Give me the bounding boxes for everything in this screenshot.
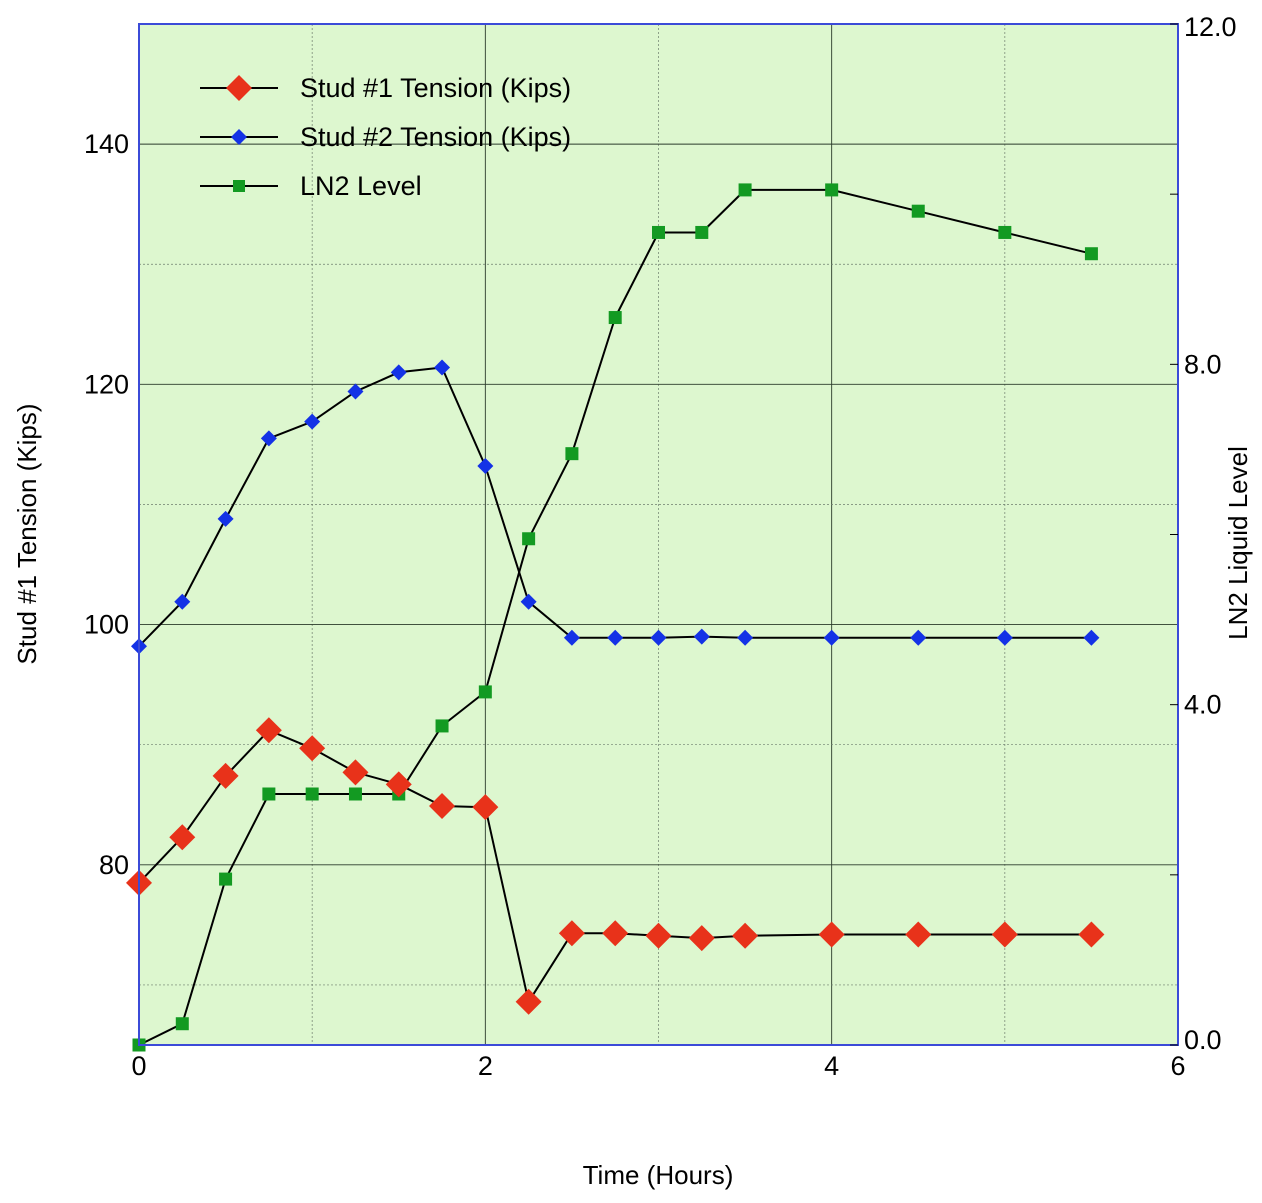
data-point-stud1 — [1078, 921, 1105, 948]
y-tick-label: 140 — [84, 129, 129, 159]
x-tick-label: 0 — [131, 1051, 146, 1081]
data-point-stud2 — [607, 629, 624, 646]
y-tick-label: 100 — [84, 610, 129, 640]
legend-label-stud1: Stud #1 Tension (Kips) — [300, 73, 571, 103]
legend: Stud #1 Tension (Kips) Stud #2 Tension (… — [200, 73, 571, 201]
data-point-ln2 — [219, 872, 233, 886]
data-point-stud1 — [342, 759, 369, 786]
data-point-ln2 — [825, 183, 839, 197]
data-point-stud1 — [212, 762, 239, 789]
data-point-stud2 — [304, 413, 321, 430]
data-point-stud1 — [645, 922, 672, 949]
data-point-stud2 — [174, 593, 191, 610]
data-point-stud2 — [823, 629, 840, 646]
data-point-ln2 — [565, 447, 579, 461]
legend-marker-stud2 — [231, 129, 247, 145]
data-point-stud2 — [477, 458, 494, 475]
data-point-ln2 — [695, 225, 709, 239]
data-point-stud2 — [693, 628, 710, 645]
y-tick-label: 80 — [99, 850, 129, 880]
data-point-ln2 — [998, 225, 1012, 239]
x-tick-label: 2 — [478, 1051, 493, 1081]
data-point-stud2 — [260, 430, 277, 447]
legend-marker-stud1 — [226, 75, 252, 101]
data-point-stud1 — [688, 925, 715, 952]
y-axis-title: Stud #1 Tension (Kips) — [12, 403, 42, 664]
data-point-stud1 — [905, 921, 932, 948]
data-point-stud1 — [255, 717, 282, 744]
y2-tick-label: 0.0 — [1184, 1025, 1222, 1055]
y-tick-label: 120 — [84, 369, 129, 399]
data-point-stud1 — [515, 988, 542, 1015]
data-point-stud1 — [299, 735, 326, 762]
data-point-ln2 — [911, 204, 925, 218]
data-point-ln2 — [435, 719, 449, 733]
x-tick-label: 4 — [824, 1051, 839, 1081]
data-point-ln2 — [522, 532, 536, 546]
data-point-stud1 — [385, 771, 412, 798]
legend-label-stud2: Stud #2 Tension (Kips) — [300, 122, 571, 152]
data-point-stud2 — [390, 364, 407, 381]
legend-marker-ln2 — [233, 180, 245, 192]
data-point-ln2 — [175, 1017, 189, 1031]
y2-tick-label: 12.0 — [1184, 12, 1237, 42]
x-axis-title: Time (Hours) — [583, 1160, 734, 1190]
data-point-ln2 — [1084, 247, 1098, 261]
series-layer — [126, 183, 1105, 1052]
data-point-stud1 — [169, 824, 196, 851]
legend-label-ln2: LN2 Level — [300, 171, 422, 201]
data-point-stud2 — [217, 510, 234, 527]
ticks: 0 2 4 6 80 100 120 140 0.0 4.0 8.0 12.0 — [84, 12, 1237, 1081]
data-point-stud1 — [558, 920, 585, 947]
data-point-ln2 — [348, 787, 362, 801]
data-point-stud1 — [602, 920, 629, 947]
data-point-stud2 — [520, 593, 537, 610]
data-point-ln2 — [652, 225, 665, 239]
y2-tick-label: 8.0 — [1184, 349, 1222, 379]
data-point-stud2 — [434, 359, 451, 376]
data-point-stud1 — [472, 794, 499, 821]
data-point-stud1 — [991, 921, 1018, 948]
data-point-stud2 — [996, 629, 1013, 646]
y2-axis-title: LN2 Liquid Level — [1223, 446, 1253, 640]
data-point-stud1 — [818, 921, 845, 948]
data-point-stud2 — [737, 629, 754, 646]
data-point-stud1 — [732, 922, 759, 949]
plot-background — [139, 24, 1178, 1045]
data-point-ln2 — [305, 787, 319, 801]
data-point-ln2 — [738, 183, 752, 197]
data-point-stud2 — [650, 629, 667, 646]
data-point-stud2 — [910, 629, 927, 646]
data-point-stud2 — [1083, 629, 1100, 646]
data-point-stud1 — [429, 792, 456, 819]
data-point-ln2 — [262, 787, 276, 801]
data-point-stud2 — [347, 383, 364, 400]
data-point-ln2 — [608, 311, 622, 325]
data-point-stud2 — [563, 629, 580, 646]
data-point-ln2 — [478, 685, 492, 699]
y2-tick-label: 4.0 — [1184, 690, 1222, 720]
x-tick-label: 6 — [1170, 1051, 1185, 1081]
